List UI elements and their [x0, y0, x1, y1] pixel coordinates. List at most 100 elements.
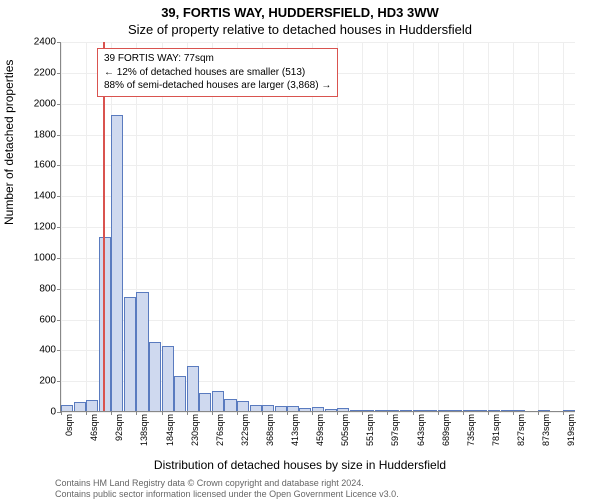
- x-tick-mark: [262, 411, 263, 415]
- gridline-h: [61, 412, 575, 413]
- y-tick-label: 1600: [21, 160, 56, 171]
- x-tick-mark: [387, 411, 388, 415]
- gridline-v: [387, 42, 388, 411]
- x-tick-label: 781sqm: [491, 414, 501, 446]
- histogram-bar: [387, 410, 399, 411]
- y-tick-label: 200: [21, 376, 56, 387]
- histogram-bar: [237, 401, 249, 411]
- gridline-v: [563, 42, 564, 411]
- gridline-v: [287, 42, 288, 411]
- histogram-bar: [463, 410, 475, 411]
- histogram-bar: [438, 410, 450, 411]
- x-tick-label: 827sqm: [516, 414, 526, 446]
- x-tick-mark: [438, 411, 439, 415]
- x-tick-mark: [513, 411, 514, 415]
- x-tick-label: 873sqm: [541, 414, 551, 446]
- annotation-line-1: 39 FORTIS WAY: 77sqm: [104, 52, 331, 66]
- chart-title-line1: 39, FORTIS WAY, HUDDERSFIELD, HD3 3WW: [0, 5, 600, 20]
- histogram-bar: [563, 410, 575, 411]
- histogram-bar: [262, 405, 274, 411]
- plot-area: 0200400600800100012001400160018002000220…: [60, 42, 575, 412]
- y-tick-label: 2400: [21, 37, 56, 48]
- x-tick-mark: [362, 411, 363, 415]
- gridline-v: [513, 42, 514, 411]
- histogram-bar: [74, 402, 86, 411]
- histogram-bar: [174, 376, 186, 411]
- gridline-h: [61, 42, 575, 43]
- histogram-bar: [111, 115, 123, 411]
- histogram-bar: [250, 405, 262, 411]
- histogram-bar: [350, 410, 362, 411]
- x-axis-label: Distribution of detached houses by size …: [0, 458, 600, 472]
- x-tick-label: 368sqm: [265, 414, 275, 446]
- x-tick-label: 276sqm: [215, 414, 225, 446]
- histogram-bar: [299, 408, 311, 411]
- y-axis-label: Number of detached properties: [2, 60, 16, 225]
- gridline-v: [362, 42, 363, 411]
- gridline-h: [61, 196, 575, 197]
- x-tick-label: 735sqm: [466, 414, 476, 446]
- x-tick-label: 459sqm: [315, 414, 325, 446]
- y-tick-label: 1000: [21, 252, 56, 263]
- histogram-bar: [136, 292, 148, 411]
- histogram-bar: [212, 391, 224, 411]
- x-tick-mark: [463, 411, 464, 415]
- gridline-v: [413, 42, 414, 411]
- histogram-bar: [488, 410, 500, 411]
- gridline-v: [337, 42, 338, 411]
- x-tick-label: 551sqm: [365, 414, 375, 446]
- histogram-bar: [287, 406, 299, 411]
- gridline-v: [312, 42, 313, 411]
- y-tick-label: 0: [21, 407, 56, 418]
- gridline-v: [187, 42, 188, 411]
- x-tick-label: 643sqm: [416, 414, 426, 446]
- histogram-bar: [501, 410, 513, 411]
- footer-copyright-1: Contains HM Land Registry data © Crown c…: [55, 478, 364, 488]
- gridline-v: [212, 42, 213, 411]
- x-tick-mark: [187, 411, 188, 415]
- histogram-bar: [450, 410, 462, 411]
- histogram-bar: [413, 410, 425, 411]
- x-tick-mark: [162, 411, 163, 415]
- gridline-h: [61, 165, 575, 166]
- annotation-box: 39 FORTIS WAY: 77sqm← 12% of detached ho…: [97, 48, 338, 97]
- gridline-h: [61, 227, 575, 228]
- x-tick-mark: [212, 411, 213, 415]
- gridline-v: [488, 42, 489, 411]
- histogram-bar: [513, 410, 525, 411]
- y-tick-label: 400: [21, 345, 56, 356]
- histogram-bar: [375, 410, 387, 411]
- chart-title-line2: Size of property relative to detached ho…: [0, 22, 600, 37]
- gridline-v: [86, 42, 87, 411]
- histogram-bar: [149, 342, 161, 411]
- histogram-bar: [325, 409, 337, 411]
- y-tick-label: 2200: [21, 67, 56, 78]
- gridline-v: [61, 42, 62, 411]
- x-tick-label: 597sqm: [390, 414, 400, 446]
- gridline-h: [61, 258, 575, 259]
- histogram-bar: [199, 393, 211, 412]
- histogram-bar: [86, 400, 98, 411]
- histogram-bar: [475, 410, 487, 411]
- x-tick-label: 92sqm: [114, 414, 124, 441]
- gridline-h: [61, 104, 575, 105]
- histogram-bar: [362, 410, 374, 411]
- y-tick-label: 1200: [21, 222, 56, 233]
- gridline-h: [61, 289, 575, 290]
- histogram-bar: [162, 346, 174, 411]
- annotation-line-2: ← 12% of detached houses are smaller (51…: [104, 66, 331, 80]
- x-tick-label: 919sqm: [566, 414, 576, 446]
- y-tick-label: 600: [21, 314, 56, 325]
- x-tick-mark: [237, 411, 238, 415]
- y-tick-label: 1400: [21, 191, 56, 202]
- gridline-v: [463, 42, 464, 411]
- x-tick-mark: [337, 411, 338, 415]
- property-marker-line: [103, 42, 105, 411]
- y-tick-label: 800: [21, 283, 56, 294]
- histogram-bar: [275, 406, 287, 411]
- histogram-bar: [337, 408, 349, 411]
- x-tick-mark: [312, 411, 313, 415]
- x-tick-mark: [136, 411, 137, 415]
- histogram-bar: [61, 405, 73, 411]
- histogram-bar: [425, 410, 437, 411]
